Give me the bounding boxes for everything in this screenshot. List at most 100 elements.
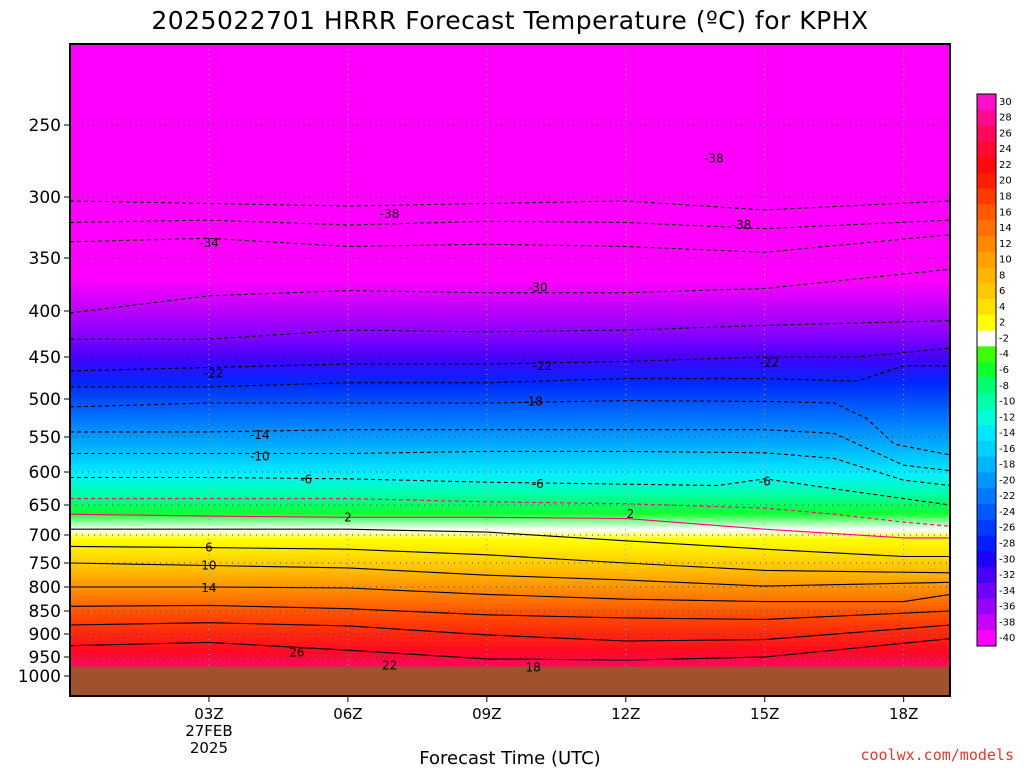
- y-tick-label: 700: [29, 526, 61, 546]
- colorbar-legend: 30 28 26 24 22 20 18 16 14 12 10 8 6 4 2 -2 -4 -6 -8 -10 -12…: [976, 93, 1015, 647]
- x-tick-label: 03Z: [194, 705, 223, 723]
- isotherm-line: [70, 268, 950, 314]
- colorbar-label: -18: [999, 460, 1015, 471]
- colorbar-swatch: [977, 551, 996, 568]
- colorbar-swatch: [977, 598, 996, 615]
- colorbar-swatch: [977, 409, 996, 426]
- y-tick-label: 400: [29, 302, 61, 322]
- isotherm-label: -6: [300, 472, 312, 486]
- isotherm-label: -30: [528, 280, 548, 294]
- plot-frame: [69, 43, 951, 697]
- isotherm-label: -6: [759, 475, 771, 489]
- colorbar-swatch: [977, 314, 996, 332]
- isotherm-label: 2: [344, 510, 352, 524]
- isotherm-line: [70, 586, 950, 603]
- isotherm-label: -38: [380, 207, 400, 221]
- colorbar-swatch: [977, 535, 996, 552]
- isotherm-line: [70, 604, 950, 620]
- x-tick-label: 06Z: [333, 705, 362, 723]
- colorbar-swatch: [977, 440, 996, 458]
- isotherm-line: [70, 200, 950, 211]
- isotherm-line: [70, 622, 950, 642]
- colorbar-label: 6: [999, 286, 1005, 297]
- colorbar-label: -6: [999, 365, 1009, 376]
- isotherm-line: [70, 450, 950, 487]
- isotherm-label: 14: [201, 581, 216, 595]
- isotherm-line: [70, 638, 950, 661]
- colorbar-swatch: [977, 94, 996, 111]
- colorbar-label: 20: [999, 176, 1012, 187]
- colorbar-swatch: [977, 519, 996, 537]
- y-tick-label: 750: [29, 554, 61, 574]
- y-tick-label: 600: [29, 463, 61, 483]
- colorbar-swatch: [977, 172, 996, 190]
- isotherm-label: 18: [526, 660, 541, 674]
- colorbar-swatch: [977, 504, 996, 521]
- isotherm-line: [70, 528, 950, 558]
- colorbar-swatch: [977, 582, 996, 600]
- isotherm-line: [70, 562, 950, 587]
- colorbar-swatch: [977, 393, 996, 410]
- isotherm-label: 2: [627, 507, 635, 521]
- isotherm-line: [70, 234, 950, 253]
- y-tick-label: 350: [29, 249, 61, 269]
- isotherms: [70, 200, 950, 661]
- colorbar-label: -14: [999, 428, 1015, 439]
- y-tick-label: 300: [29, 188, 61, 208]
- colorbar-label: -22: [999, 491, 1015, 502]
- colorbar-swatch: [977, 299, 996, 316]
- isotherm-label: -22: [204, 366, 224, 380]
- colorbar-swatch: [977, 283, 996, 300]
- colorbar-frame: [976, 93, 997, 647]
- y-tick-label: 1000: [18, 667, 61, 687]
- isotherm-label: 22: [382, 658, 397, 672]
- colorbar-label: 18: [999, 192, 1012, 203]
- x-tick-label: 18Z: [889, 705, 918, 723]
- isotherm-line: [70, 400, 950, 456]
- colorbar-label: -12: [999, 412, 1015, 423]
- isotherm-line: [70, 320, 950, 340]
- colorbar-swatch: [977, 330, 996, 347]
- colorbar-label: 4: [999, 302, 1005, 313]
- chart-title: 2025022701 HRRR Forecast Temperature (ºC…: [151, 6, 868, 35]
- colorbar-swatch: [977, 456, 996, 474]
- colorbar-label: -36: [999, 602, 1015, 613]
- colorbar-swatch: [977, 425, 996, 442]
- colorbar-swatch: [977, 235, 996, 253]
- colorbar-label: -4: [999, 349, 1009, 360]
- x-tick-label: 15Z: [750, 705, 779, 723]
- colorbar-swatch: [977, 362, 996, 379]
- x-date-day: 27FEB: [185, 722, 232, 740]
- colorbar-label: -40: [999, 633, 1015, 644]
- colorbar-swatch: [977, 157, 996, 174]
- colorbar-label: 8: [999, 270, 1005, 281]
- colorbar-label: -16: [999, 444, 1015, 455]
- colorbar-label: 24: [999, 144, 1012, 155]
- isotherm-line: [70, 498, 950, 527]
- colorbar-label: -30: [999, 554, 1015, 565]
- y-tick-label: 650: [29, 496, 61, 516]
- y-tick-label: 500: [29, 390, 61, 410]
- isotherm-label: -22: [533, 359, 553, 373]
- colorbar-label: 2: [999, 318, 1005, 329]
- colorbar-swatch: [977, 267, 996, 284]
- colorbar-label: 14: [999, 223, 1012, 234]
- isotherm-label: 6: [205, 541, 213, 555]
- colorbar-label: -26: [999, 523, 1015, 534]
- isotherm-label: -10: [250, 449, 270, 463]
- colorbar-label: 10: [999, 255, 1012, 266]
- temperature-field: [70, 44, 950, 696]
- ground-below-surface: [70, 666, 950, 696]
- grid: [70, 44, 950, 696]
- colorbar-swatch: [977, 125, 996, 142]
- x-tick-label: 09Z: [472, 705, 501, 723]
- colorbar-swatch: [977, 141, 996, 158]
- colorbar-swatch: [977, 220, 996, 237]
- colorbar-swatch: [977, 204, 996, 221]
- colorbar-swatch: [977, 251, 996, 268]
- colorbar-label: 12: [999, 239, 1012, 250]
- colorbar-swatch: [977, 188, 996, 205]
- isotherm-label: -18: [523, 394, 543, 408]
- colorbar-label: -8: [999, 381, 1009, 392]
- y-tick-label: 250: [29, 116, 61, 136]
